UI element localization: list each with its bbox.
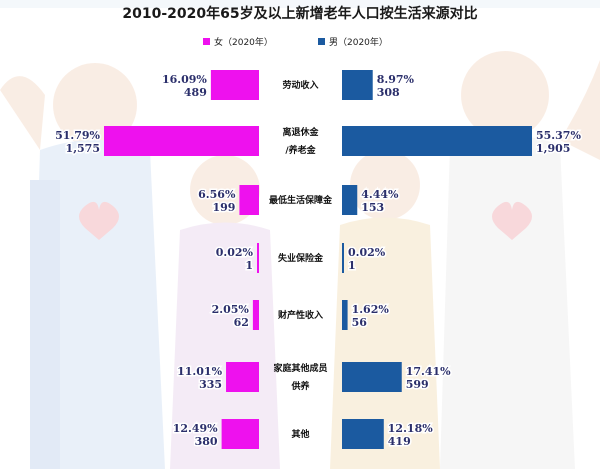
bar-male bbox=[342, 243, 344, 273]
category-label: 供养 bbox=[290, 380, 309, 392]
percent-label: 4.44% bbox=[361, 188, 399, 201]
category-label: 失业保险金 bbox=[278, 252, 324, 264]
percent-label: 55.37% bbox=[536, 129, 581, 142]
count-label: 419 bbox=[388, 435, 411, 448]
category-label: 离退休金 bbox=[282, 126, 319, 138]
count-label: 153 bbox=[361, 201, 384, 214]
bars bbox=[104, 70, 532, 449]
bar-female bbox=[104, 126, 259, 156]
percent-label: 0.02% bbox=[216, 246, 254, 259]
bar-male bbox=[342, 70, 373, 100]
category-label: 其他 bbox=[291, 428, 309, 440]
percent-label: 6.56% bbox=[198, 188, 236, 201]
bar-male bbox=[342, 185, 358, 215]
percent-label: 2.05% bbox=[212, 303, 250, 316]
category-label: 最低生活保障金 bbox=[269, 194, 333, 206]
percent-label: 17.41% bbox=[406, 365, 451, 378]
category-label: 财产性收入 bbox=[277, 309, 323, 321]
bar-male bbox=[342, 362, 402, 392]
count-label: 1,575 bbox=[66, 142, 100, 155]
legend-swatch bbox=[318, 38, 325, 45]
legend-label: 男（2020年） bbox=[329, 36, 388, 48]
category-label: 家庭其他成员 bbox=[273, 362, 327, 374]
legend-swatch bbox=[203, 38, 210, 45]
count-label: 380 bbox=[195, 435, 218, 448]
count-label: 1,905 bbox=[536, 142, 570, 155]
percent-label: 0.02% bbox=[348, 246, 386, 259]
percent-label: 8.97% bbox=[377, 73, 415, 86]
category-label: /养老金 bbox=[285, 144, 316, 156]
bar-female bbox=[210, 70, 259, 100]
count-label: 199 bbox=[212, 201, 235, 214]
count-label: 599 bbox=[406, 378, 429, 391]
chart-title: 2010-2020年65岁及以上新增老年人口按生活来源对比 bbox=[122, 5, 477, 22]
bar-male bbox=[342, 126, 532, 156]
bar-female bbox=[221, 419, 259, 449]
count-label: 1 bbox=[245, 259, 253, 272]
percent-label: 16.09% bbox=[162, 73, 207, 86]
bar-male bbox=[342, 300, 348, 330]
legend-label: 女（2020年） bbox=[214, 36, 273, 48]
category-label: 劳动收入 bbox=[282, 79, 318, 91]
value-labels: 16.09%48951.79%1,5756.56%1990.02%12.05%6… bbox=[54, 72, 583, 450]
bar-female bbox=[226, 362, 259, 392]
count-label: 62 bbox=[234, 316, 249, 329]
count-label: 308 bbox=[377, 86, 400, 99]
bar-female bbox=[257, 243, 259, 273]
legend: 女（2020年） 男（2020年） bbox=[203, 36, 388, 48]
percent-label: 11.01% bbox=[177, 365, 222, 378]
count-label: 489 bbox=[184, 86, 207, 99]
percent-label: 1.62% bbox=[352, 303, 390, 316]
count-label: 56 bbox=[352, 316, 368, 329]
bar-female bbox=[252, 300, 259, 330]
count-label: 335 bbox=[199, 378, 222, 391]
count-label: 1 bbox=[348, 259, 356, 272]
percent-label: 12.18% bbox=[388, 422, 433, 435]
bar-male bbox=[342, 419, 384, 449]
percent-label: 12.49% bbox=[173, 422, 218, 435]
percent-label: 51.79% bbox=[55, 129, 100, 142]
bar-female bbox=[239, 185, 259, 215]
